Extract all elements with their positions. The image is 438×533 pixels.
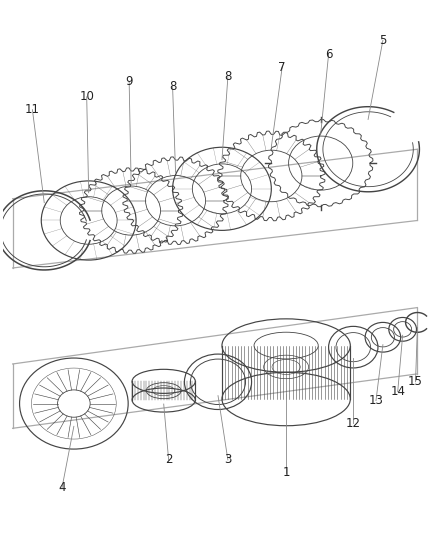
Text: 5: 5	[379, 34, 387, 47]
Text: 8: 8	[169, 80, 176, 93]
Text: 12: 12	[346, 417, 361, 430]
Text: 6: 6	[325, 48, 332, 61]
Text: 7: 7	[279, 61, 286, 74]
Text: 15: 15	[408, 375, 423, 388]
Text: 10: 10	[79, 90, 94, 103]
Text: 9: 9	[125, 76, 133, 88]
Text: 1: 1	[283, 466, 290, 479]
Text: 4: 4	[58, 481, 66, 494]
Text: 14: 14	[390, 385, 405, 398]
Text: 13: 13	[368, 394, 383, 407]
Text: 11: 11	[25, 103, 40, 116]
Text: 3: 3	[224, 454, 232, 466]
Text: 2: 2	[165, 454, 173, 466]
Text: 8: 8	[224, 70, 232, 84]
